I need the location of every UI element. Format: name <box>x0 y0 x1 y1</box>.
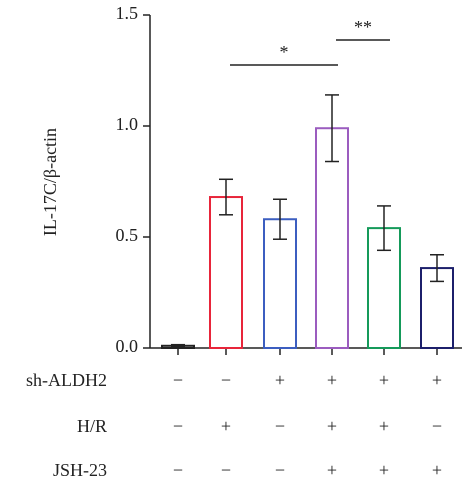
condition-sign: + <box>327 460 337 480</box>
condition-sign: + <box>221 416 231 436</box>
y-tick-label: 0.5 <box>116 225 139 245</box>
y-tick-label: 1.5 <box>116 3 139 23</box>
y-tick-label: 1.0 <box>116 114 139 134</box>
significance-label: * <box>280 42 289 62</box>
condition-sign: − <box>173 460 183 480</box>
condition-name: JSH-23 <box>53 460 107 480</box>
condition-name: H/R <box>77 416 107 436</box>
condition-sign: + <box>275 370 285 390</box>
condition-sign: + <box>327 370 337 390</box>
condition-sign: + <box>432 370 442 390</box>
condition-sign: − <box>275 460 285 480</box>
y-tick-label: 0.0 <box>116 336 139 356</box>
condition-name: sh-ALDH2 <box>26 370 107 390</box>
condition-sign: + <box>379 416 389 436</box>
condition-sign: − <box>432 416 442 436</box>
bar <box>209 196 243 349</box>
condition-sign: − <box>173 370 183 390</box>
condition-sign: − <box>221 460 231 480</box>
condition-sign: + <box>379 460 389 480</box>
significance-label: ** <box>354 17 372 37</box>
condition-sign: + <box>379 370 389 390</box>
condition-sign: − <box>221 370 231 390</box>
condition-sign: − <box>275 416 285 436</box>
condition-sign: + <box>432 460 442 480</box>
condition-sign: + <box>327 416 337 436</box>
condition-sign: − <box>173 416 183 436</box>
y-axis-label: IL-17C/β-actin <box>40 128 60 236</box>
